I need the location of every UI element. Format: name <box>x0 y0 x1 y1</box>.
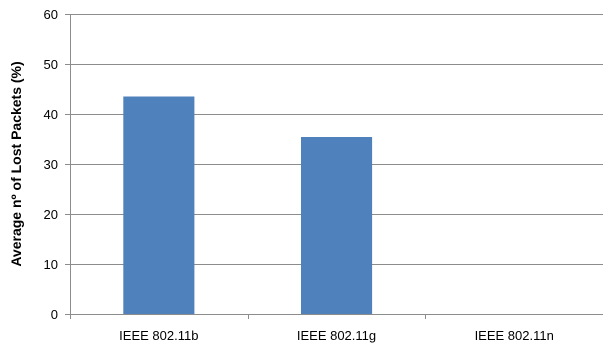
y-tick-labels: 0 10 20 30 40 50 60 <box>44 7 58 322</box>
y-tick-label: 20 <box>44 207 58 222</box>
bars <box>123 96 373 314</box>
bar-1 <box>301 137 373 314</box>
y-tick-label: 30 <box>44 157 58 172</box>
y-tick-label: 0 <box>51 307 58 322</box>
x-category-labels: IEEE 802.11b IEEE 802.11g IEEE 802.11n <box>119 328 554 343</box>
bar-0 <box>123 96 195 314</box>
x-category-label: IEEE 802.11g <box>297 328 376 343</box>
x-category-label: IEEE 802.11n <box>475 328 554 343</box>
y-tick-label: 10 <box>44 257 58 272</box>
y-tick-label: 50 <box>44 57 58 72</box>
x-category-label: IEEE 802.11b <box>119 328 198 343</box>
y-axis-title: Average nº of Lost Packets (%) <box>8 61 24 266</box>
axes <box>65 14 603 319</box>
y-tick-label: 40 <box>44 107 58 122</box>
y-tick-label: 60 <box>44 7 58 22</box>
